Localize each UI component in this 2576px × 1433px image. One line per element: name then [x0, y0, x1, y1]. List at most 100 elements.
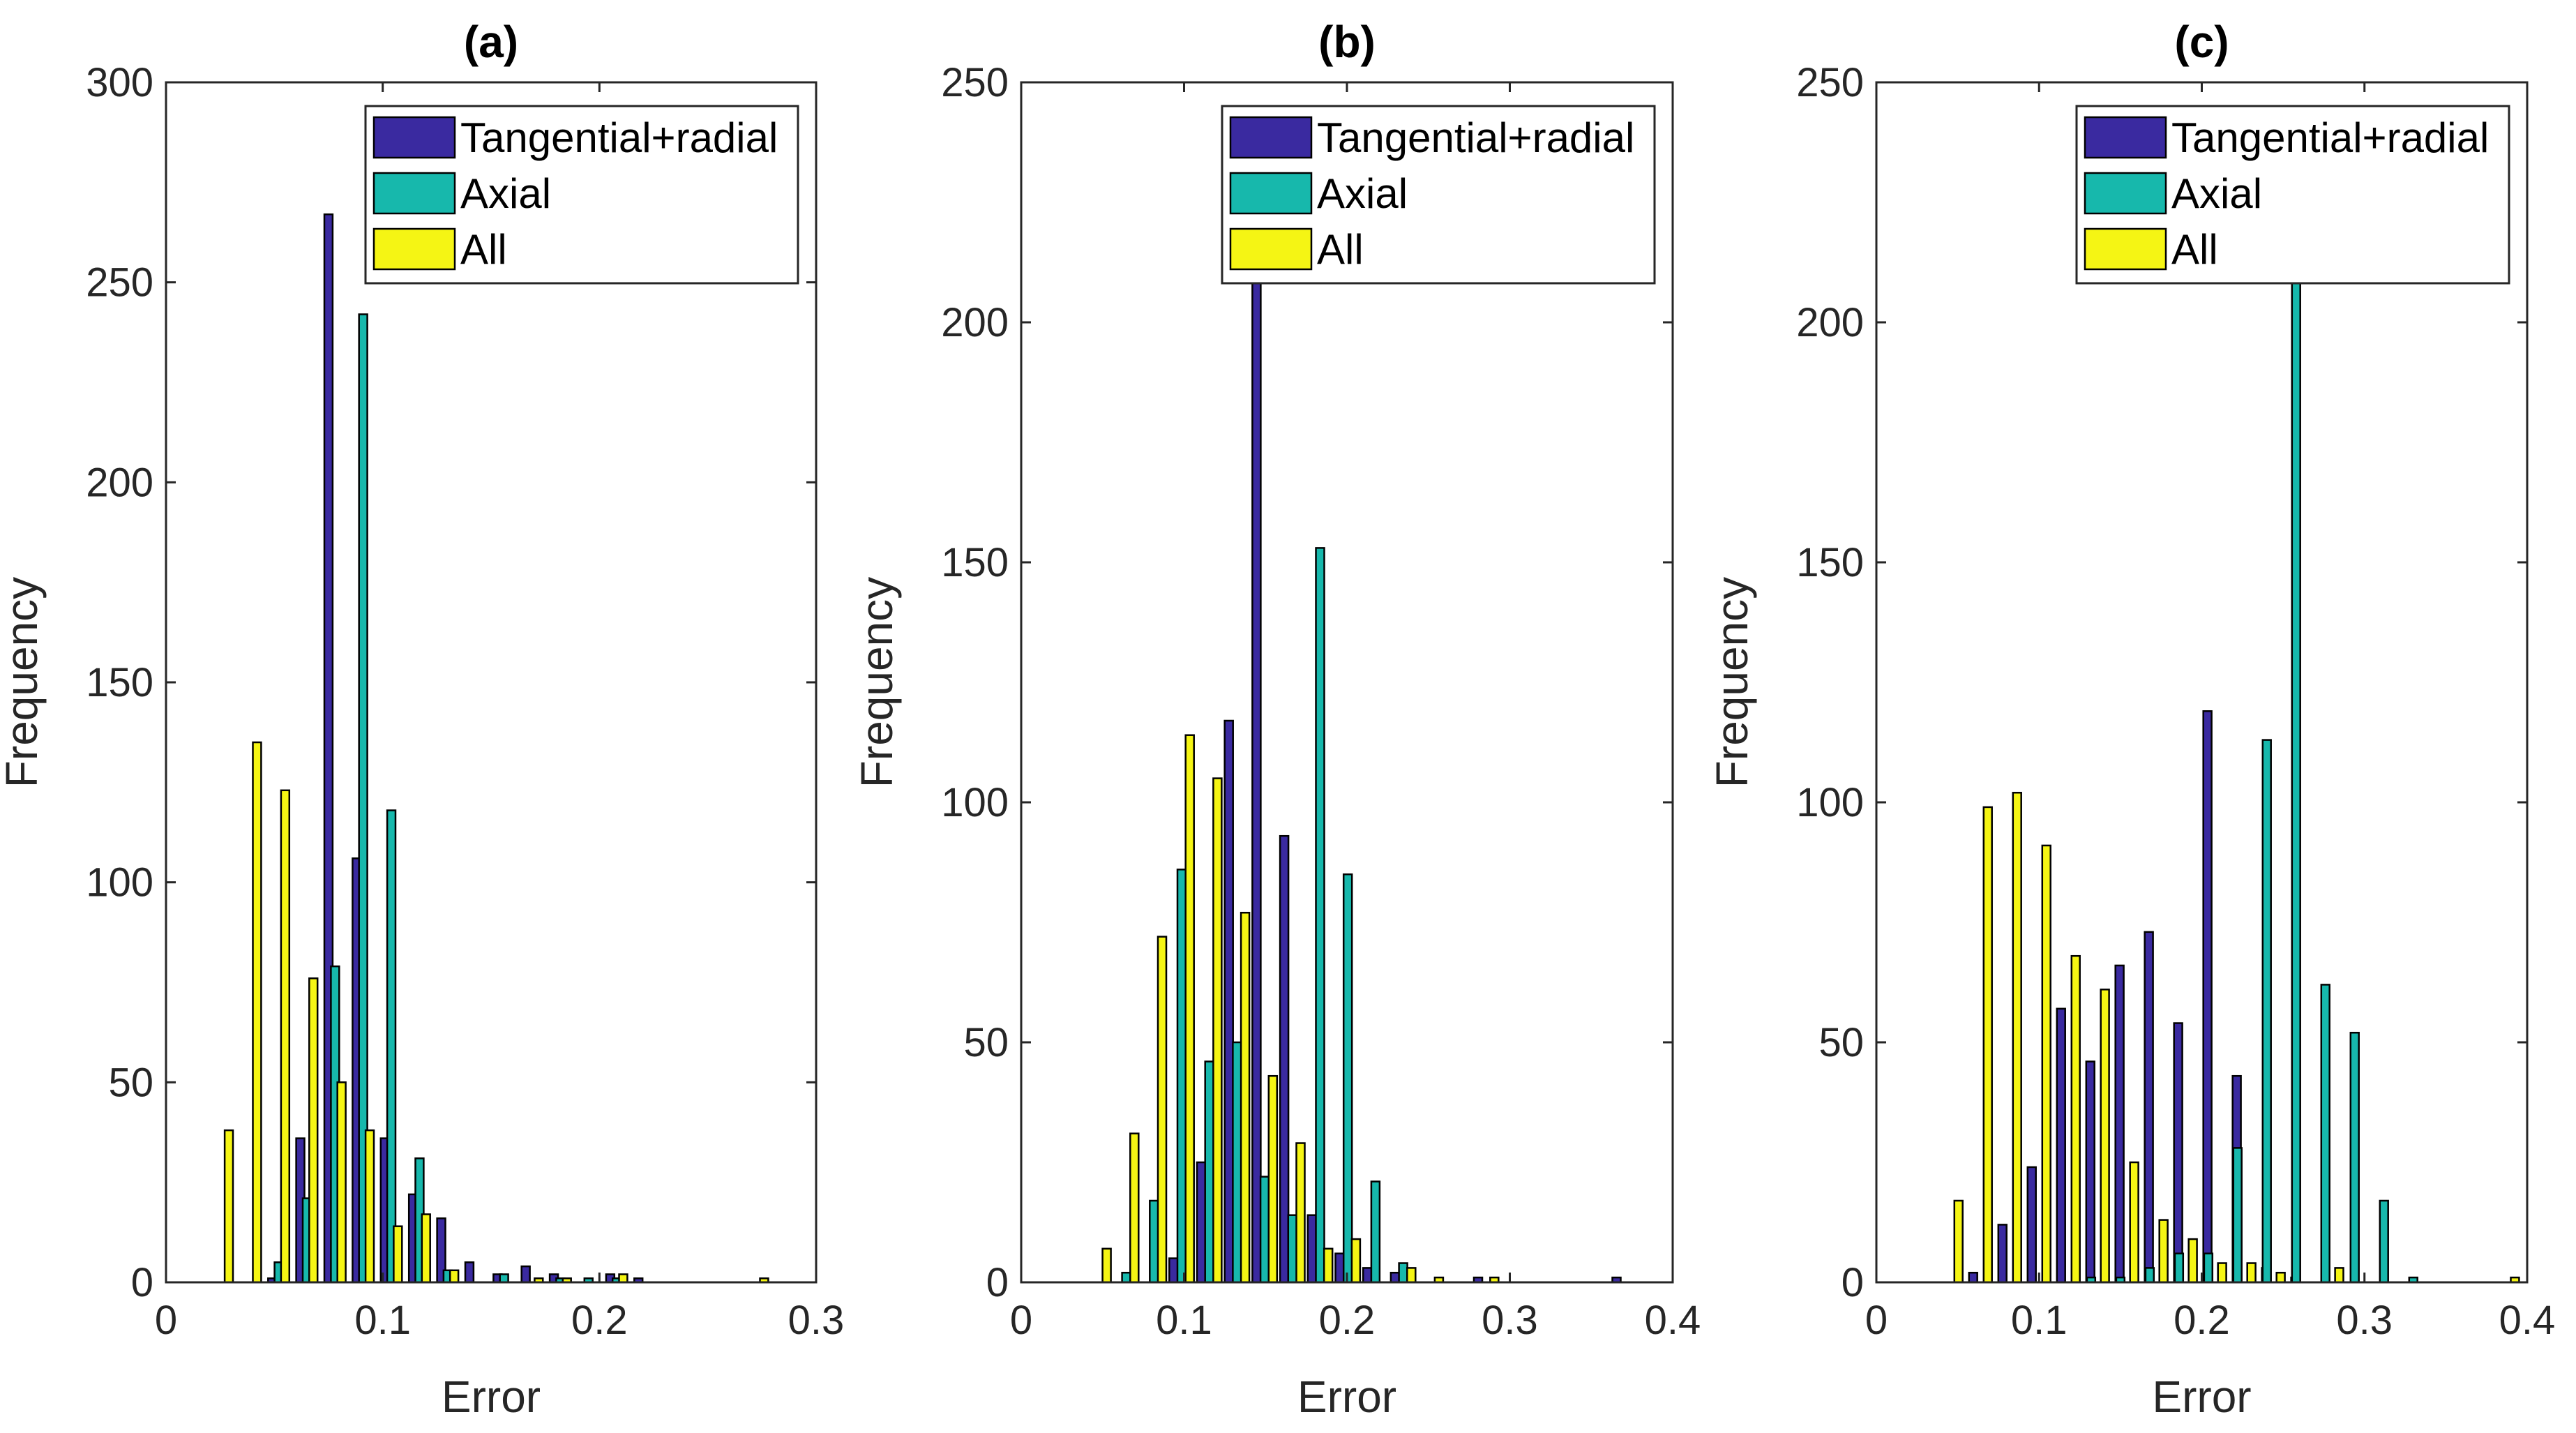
panel-a-bar-series-2-0 — [223, 1129, 234, 1284]
panel-b-legend-swatch-2 — [1229, 227, 1313, 271]
panel-a-legend-swatch-2 — [372, 227, 456, 271]
panel-c-legend-swatch-0 — [2084, 116, 2167, 159]
panel-b-bar-series-0-2 — [1223, 719, 1234, 1284]
panel-b-bar-series-2-5 — [1240, 911, 1251, 1284]
panel-c-bar-series-0-6 — [2144, 931, 2154, 1284]
panel-c-bar-series-2-2 — [2012, 791, 2022, 1284]
panel-c-bar-series-2-9 — [2217, 1262, 2227, 1284]
panel-a-y-tick-label-6: 300 — [86, 60, 153, 105]
panel-c-bar-series-2-4 — [2070, 954, 2081, 1284]
panel-b-x-axis-label: Error — [1297, 1372, 1396, 1422]
panel-b-bar-series-0-1 — [1196, 1161, 1207, 1284]
panel-a-legend: Tangential+radial Axial All — [364, 105, 799, 285]
panel-b-bar-series-2-10 — [1406, 1267, 1417, 1284]
panel-a-legend-label-0: Tangential+radial — [460, 114, 778, 161]
panel-c-bar-series-0-2 — [2026, 1166, 2037, 1284]
panel-a: (a) 0 0.1 0.2 0.3 0 50 100 150 200 250 300 Error F… — [0, 17, 844, 1422]
panel-b-bar-series-2-6 — [1267, 1074, 1279, 1284]
panel-b-bar-series-1-4 — [1232, 1041, 1242, 1284]
panel-c-bar-series-2-5 — [2100, 989, 2110, 1284]
panel-c-bar-series-2-7 — [2158, 1219, 2169, 1284]
panel-a-bar-series-2-8 — [449, 1269, 460, 1284]
panel-b-bar-series-0-8 — [1389, 1271, 1401, 1284]
panel-c-bar-series-1-2 — [2144, 1267, 2155, 1284]
panel-b-bar-series-2-9 — [1350, 1238, 1362, 1284]
panel-c-y-tick-label-3: 150 — [1796, 540, 1864, 585]
panel-b-bar-series-1-3 — [1204, 1060, 1214, 1284]
panel-a-axes: 0 0.1 0.2 0.3 0 50 100 150 200 250 300 — [86, 60, 844, 1343]
panel-c-bar-series-1-7 — [2291, 249, 2301, 1284]
panel-c-y-tick-label-4: 200 — [1796, 300, 1864, 345]
panel-b-legend-label-2: All — [1317, 226, 1364, 273]
panel-a-bar-series-1-7 — [499, 1273, 509, 1284]
panel-c-y-tick-label-1: 50 — [1818, 1020, 1864, 1065]
panel-a-y-tick-label-2: 100 — [86, 860, 153, 906]
panel-a-y-tick-label-5: 250 — [86, 260, 153, 306]
panel-b-bar-series-1-2 — [1176, 869, 1187, 1284]
panel-b-bar-series-1-5 — [1259, 1176, 1270, 1284]
panel-b-y-tick-label-4: 200 — [941, 300, 1009, 345]
panel-b-bar-series-1-9 — [1370, 1180, 1381, 1284]
panel-a-x-tick-label-0: 0 — [155, 1298, 177, 1343]
panel-a-y-axis-label: Frequency — [0, 577, 47, 788]
panel-a-bar-series-2-1 — [252, 741, 262, 1284]
panel-a-bar-series-2-3 — [308, 977, 319, 1284]
panel-b-bar-series-1-1 — [1149, 1199, 1159, 1284]
panel-b-bar-series-2-3 — [1184, 734, 1195, 1284]
panel-b-axes: 0 0.1 0.2 0.3 0.4 0 50 100 150 200 250 — [941, 60, 1701, 1343]
panel-c-bar-series-0-8 — [2202, 710, 2213, 1284]
panel-a-bar-series-2-6 — [393, 1225, 403, 1284]
panel-a-bar-series-2-4 — [336, 1081, 347, 1284]
panel-c-x-axis-label: Error — [2152, 1372, 2251, 1422]
panel-b-bar-series-1-8 — [1342, 873, 1353, 1284]
panel-c-bar-series-2-8 — [2187, 1238, 2198, 1284]
panel-b-y-tick-label-5: 250 — [941, 60, 1009, 105]
panel-b-bar-series-2-4 — [1212, 777, 1223, 1284]
panel-b-legend: Tangential+radial Axial All — [1221, 105, 1656, 285]
panel-b-title: (b) — [1318, 17, 1376, 67]
panel-b-bar-series-0-4 — [1279, 834, 1290, 1284]
panel-a-title: (a) — [464, 17, 518, 67]
panel-c-bar-series-2-6 — [2129, 1161, 2139, 1284]
panel-b-bar-series-0-0 — [1168, 1257, 1179, 1284]
panel-a-legend-swatch-1 — [372, 172, 456, 215]
panel-b-x-tick-label-2: 0.2 — [1319, 1298, 1376, 1343]
panel-b-bar-series-1-0 — [1121, 1271, 1131, 1284]
panel-b-y-axis-label: Frequency — [852, 577, 902, 788]
panel-c-bar-series-1-10 — [2379, 1199, 2389, 1284]
panel-a-x-tick-label-1: 0.1 — [354, 1298, 411, 1343]
panel-b-bar-series-2-7 — [1295, 1142, 1306, 1284]
panel-b-bar-series-0-5 — [1306, 1214, 1318, 1284]
panel-c-y-tick-label-5: 250 — [1796, 60, 1864, 105]
panel-a-bar-series-0-7 — [464, 1261, 475, 1284]
panel-c-bar-series-0-0 — [1968, 1271, 1978, 1284]
panel-b-x-tick-label-3: 0.3 — [1482, 1298, 1538, 1343]
panel-c-x-tick-label-3: 0.3 — [2336, 1298, 2393, 1343]
panel-c-legend-label-2: All — [2171, 226, 2218, 273]
panel-a-legend-label-1: Axial — [460, 170, 551, 217]
panel-c-bar-series-0-5 — [2114, 964, 2125, 1284]
panel-b-bar-series-0-3 — [1251, 259, 1262, 1284]
panel-b-bar-series-2-2 — [1157, 936, 1168, 1284]
panel-c-legend: Tangential+radial Axial All — [2075, 105, 2510, 285]
panel-b-bar-series-0-6 — [1334, 1252, 1345, 1284]
panel-a-x-tick-label-3: 0.3 — [788, 1298, 845, 1343]
panel-c-bar-series-1-8 — [2320, 984, 2330, 1284]
panel-c-bar-series-1-6 — [2261, 739, 2272, 1284]
panel-c-axes: 0 0.1 0.2 0.3 0.4 0 50 100 150 200 250 — [1796, 60, 2555, 1343]
panel-b-x-tick-label-4: 0.4 — [1645, 1298, 1701, 1343]
panel-b-x-tick-label-1: 0.1 — [1156, 1298, 1212, 1343]
panel-a-x-tick-label-2: 0.2 — [571, 1298, 628, 1343]
panel-b-y-tick-label-1: 50 — [963, 1020, 1009, 1065]
panel-b-y-tick-label-2: 100 — [941, 780, 1009, 825]
panel-c-bar-series-0-3 — [2056, 1007, 2066, 1284]
panel-c-bar-series-0-7 — [2173, 1022, 2183, 1284]
panel-c-x-tick-label-4: 0.4 — [2499, 1298, 2556, 1343]
panel-a-bar-series-2-11 — [618, 1273, 628, 1284]
panel-b-legend-label-1: Axial — [1317, 170, 1408, 217]
panel-c-bar-series-2-11 — [2275, 1271, 2286, 1284]
panel-c-x-tick-label-0: 0 — [1865, 1298, 1888, 1343]
panel-b-legend-label-0: Tangential+radial — [1317, 114, 1634, 161]
panel-c-bar-series-2-10 — [2246, 1262, 2257, 1284]
